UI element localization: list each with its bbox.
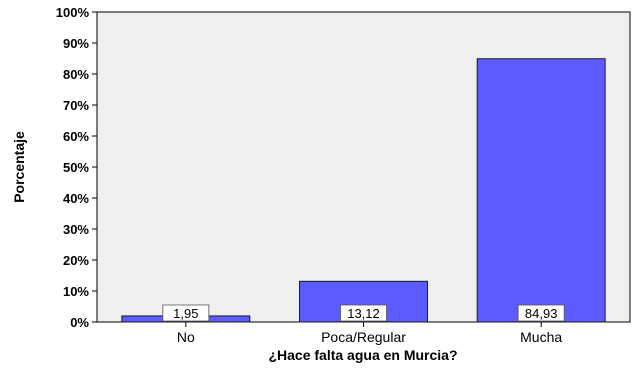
data-label: 13,12 <box>347 306 380 321</box>
data-label-box <box>517 304 565 322</box>
x-axis-title: ¿Hace falta agua en Murcia? <box>268 347 457 363</box>
y-axis: 0% 10% 20% 30% 40% 50% 60% 70% 80% 90% 100% <box>56 5 97 330</box>
y-tick-label: 60% <box>63 129 89 144</box>
y-tick-label: 40% <box>63 191 89 206</box>
data-label: 84,93 <box>525 306 558 321</box>
x-tick-label: Poca/Regular <box>321 329 406 345</box>
y-tick-label: 50% <box>63 160 89 175</box>
y-tick-label: 90% <box>63 36 89 51</box>
bars-group: 1,95 13,12 84,93 <box>121 58 606 323</box>
y-tick-label: 0% <box>70 315 89 330</box>
y-tick-label: 70% <box>63 98 89 113</box>
y-axis-title: Porcentaje <box>11 131 27 203</box>
y-tick-label: 80% <box>63 67 89 82</box>
data-label-box <box>340 304 387 322</box>
bar-mucha <box>476 58 606 323</box>
y-tick-label: 20% <box>63 253 89 268</box>
x-tick-label: No <box>177 329 195 345</box>
x-axis: No Poca/Regular Mucha <box>177 322 562 345</box>
x-tick-label: Mucha <box>520 329 562 345</box>
data-label-box <box>162 304 210 322</box>
y-tick-label: 100% <box>56 5 90 20</box>
y-tick-label: 10% <box>63 284 89 299</box>
y-tick-label: 30% <box>63 222 89 237</box>
data-label: 1,95 <box>173 306 198 321</box>
